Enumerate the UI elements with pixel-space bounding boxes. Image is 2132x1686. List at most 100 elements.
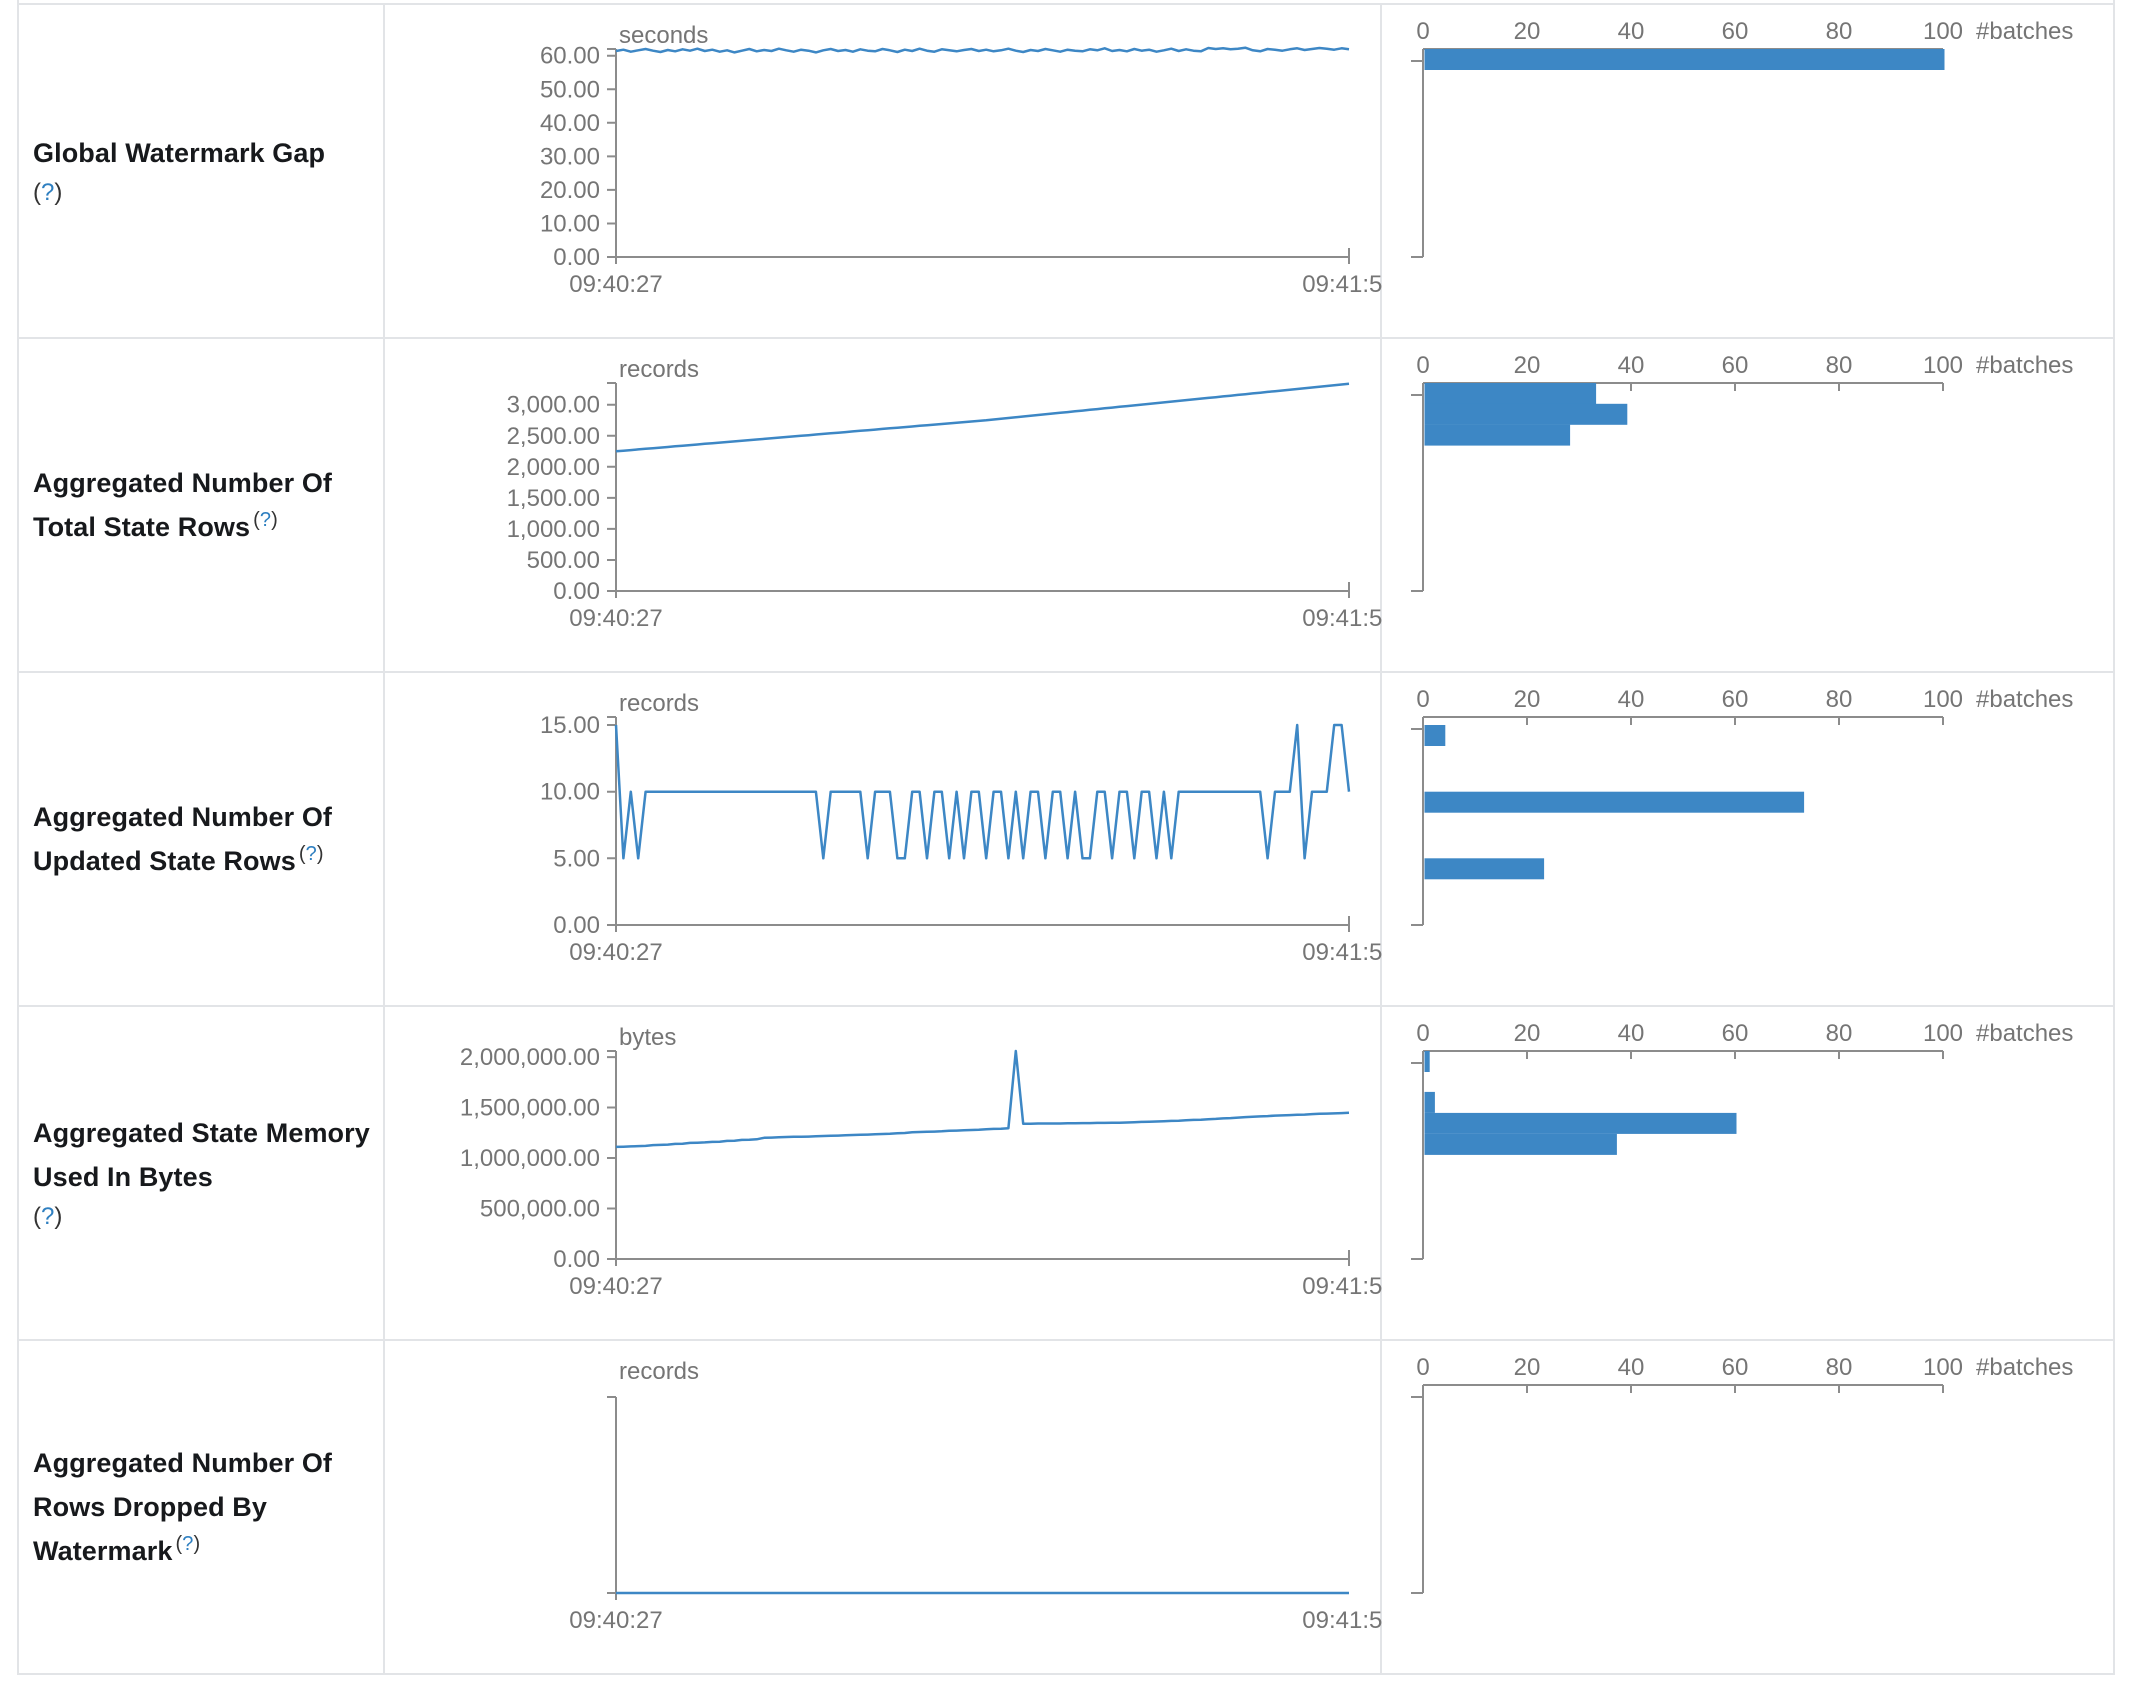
histogram-chart: 0 20 40 60 80 100 #batches	[1411, 686, 2073, 926]
svg-text:40: 40	[1618, 1354, 1645, 1381]
timeline-chart-cell: seconds 0.00 10.00 20.00 30.00 40.00 50.00 60.0…	[385, 5, 1382, 337]
metric-label-cell: Aggregated State Memory Used In Bytes (?…	[19, 1007, 385, 1339]
svg-text:60.00: 60.00	[540, 43, 600, 70]
svg-text:40.00: 40.00	[540, 110, 600, 137]
svg-text:500,000.00: 500,000.00	[480, 1196, 600, 1223]
histogram-chart-cell: 0 20 40 60 80 100 #batches	[1382, 1007, 2113, 1339]
table-row: Aggregated Number Of Updated State Rows(…	[19, 671, 2113, 1005]
svg-text:09:40:27: 09:40:27	[569, 271, 662, 298]
timeline-chart-cell: records 09:40:27 09:41:56	[385, 1341, 1382, 1673]
metric-title: Aggregated Number Of Rows Dropped By Wat…	[33, 1448, 333, 1566]
svg-text:09:40:27: 09:40:27	[569, 939, 662, 966]
svg-text:0.00: 0.00	[553, 912, 600, 939]
timeline-chart: records 0.00 500.00 1,000.00 1,500.00 2,000.0…	[507, 356, 1382, 632]
metric-label-cell: Global Watermark Gap (?)	[19, 5, 385, 337]
svg-text:bytes: bytes	[619, 1024, 676, 1051]
svg-text:40: 40	[1618, 18, 1645, 45]
svg-text:60: 60	[1722, 1020, 1749, 1047]
histogram-chart: 0 20 40 60 80 100 #batches	[1411, 1354, 2073, 1594]
svg-text:20: 20	[1514, 686, 1541, 713]
question-mark-icon: ?	[41, 179, 55, 206]
timeline-chart-cell: bytes 0.00 500,000.00 1,000,000.00 1,500,000…	[385, 1007, 1382, 1339]
svg-text:80: 80	[1826, 18, 1853, 45]
metric-title: Aggregated Number Of Updated State Rows(…	[33, 802, 333, 876]
metric-title: Global Watermark Gap	[33, 138, 326, 168]
help-tooltip-link[interactable]: (?)	[175, 1533, 201, 1555]
svg-text:#batches: #batches	[1976, 352, 2073, 379]
svg-text:09:41:56: 09:41:56	[1302, 1607, 1382, 1634]
svg-text:60: 60	[1722, 686, 1749, 713]
question-mark-icon: ?	[182, 1533, 194, 1555]
svg-text:2,500.00: 2,500.00	[507, 423, 600, 450]
timeline-chart: records 0.00 5.00 10.00 15.00 09:40:27 09:41:5…	[540, 690, 1382, 966]
svg-text:60: 60	[1722, 1354, 1749, 1381]
help-tooltip-link[interactable]: (?)	[33, 179, 63, 206]
svg-text:100: 100	[1923, 1020, 1963, 1047]
svg-text:2,000.00: 2,000.00	[507, 454, 600, 481]
svg-text:0.00: 0.00	[553, 244, 600, 271]
svg-text:20: 20	[1514, 18, 1541, 45]
svg-text:0: 0	[1416, 352, 1429, 379]
metric-label-cell: Aggregated Number Of Updated State Rows(…	[19, 673, 385, 1005]
timeline-chart: bytes 0.00 500,000.00 1,000,000.00 1,500,000…	[460, 1024, 1382, 1300]
svg-text:0.00: 0.00	[553, 578, 600, 605]
svg-text:80: 80	[1826, 1354, 1853, 1381]
svg-text:40: 40	[1618, 352, 1645, 379]
metric-title: Aggregated Number Of Total State Rows (?)	[33, 468, 333, 542]
svg-text:20.00: 20.00	[540, 177, 600, 204]
svg-text:500.00: 500.00	[527, 547, 600, 574]
svg-text:100: 100	[1923, 18, 1963, 45]
help-tooltip-link[interactable]: (?)	[298, 843, 324, 865]
timeline-chart: seconds 0.00 10.00 20.00 30.00 40.00 50.00 60.0…	[540, 22, 1382, 298]
histogram-chart-cell: 0 20 40 60 80 100 #batches	[1382, 5, 2113, 337]
histogram-chart-cell: 0 20 40 60 80 100 #batches	[1382, 339, 2113, 671]
svg-text:60: 60	[1722, 18, 1749, 45]
svg-text:10.00: 10.00	[540, 211, 600, 238]
svg-text:0: 0	[1416, 18, 1429, 45]
help-tooltip-link[interactable]: (?)	[33, 1203, 63, 1230]
histogram-chart-cell: 0 20 40 60 80 100 #batches	[1382, 673, 2113, 1005]
question-mark-icon: ?	[305, 843, 317, 865]
svg-text:50.00: 50.00	[540, 76, 600, 103]
svg-text:09:41:56: 09:41:56	[1302, 1273, 1382, 1300]
svg-text:1,000,000.00: 1,000,000.00	[460, 1145, 600, 1172]
svg-text:80: 80	[1826, 352, 1853, 379]
svg-text:1,500,000.00: 1,500,000.00	[460, 1095, 600, 1122]
svg-text:0.00: 0.00	[553, 1246, 600, 1273]
table-row: Aggregated Number Of Total State Rows (?)…	[19, 337, 2113, 671]
svg-text:#batches: #batches	[1976, 1020, 2073, 1047]
metrics-table: Global Watermark Gap (?) seconds 0.00 10.0…	[17, 0, 2115, 1675]
histogram-chart-cell: 0 20 40 60 80 100 #batches	[1382, 1341, 2113, 1673]
svg-text:80: 80	[1826, 1020, 1853, 1047]
histogram-chart: 0 20 40 60 80 100 #batches	[1411, 18, 2073, 258]
svg-text:20: 20	[1514, 1354, 1541, 1381]
svg-text:09:40:27: 09:40:27	[569, 605, 662, 632]
svg-text:100: 100	[1923, 1354, 1963, 1381]
svg-text:20: 20	[1514, 1020, 1541, 1047]
svg-text:#batches: #batches	[1976, 686, 2073, 713]
svg-text:records: records	[619, 1358, 699, 1385]
svg-text:records: records	[619, 690, 699, 717]
svg-text:0: 0	[1416, 1020, 1429, 1047]
table-row: Aggregated State Memory Used In Bytes (?…	[19, 1005, 2113, 1339]
svg-text:100: 100	[1923, 352, 1963, 379]
svg-text:15.00: 15.00	[540, 712, 600, 739]
svg-text:0: 0	[1416, 686, 1429, 713]
svg-text:40: 40	[1618, 1020, 1645, 1047]
svg-text:09:40:27: 09:40:27	[569, 1607, 662, 1634]
timeline-chart-cell: records 0.00 500.00 1,000.00 1,500.00 2,000.0…	[385, 339, 1382, 671]
svg-text:1,000.00: 1,000.00	[507, 516, 600, 543]
svg-text:60: 60	[1722, 352, 1749, 379]
svg-text:#batches: #batches	[1976, 1354, 2073, 1381]
table-row: Global Watermark Gap (?) seconds 0.00 10.0…	[19, 3, 2113, 337]
svg-text:records: records	[619, 356, 699, 383]
svg-text:2,000,000.00: 2,000,000.00	[460, 1044, 600, 1071]
svg-text:40: 40	[1618, 686, 1645, 713]
svg-text:30.00: 30.00	[540, 143, 600, 170]
help-tooltip-link[interactable]: (?)	[253, 509, 278, 531]
question-mark-icon: ?	[259, 509, 272, 531]
svg-text:3,000.00: 3,000.00	[507, 392, 600, 419]
svg-text:0: 0	[1416, 1354, 1429, 1381]
svg-text:09:40:27: 09:40:27	[569, 1273, 662, 1300]
